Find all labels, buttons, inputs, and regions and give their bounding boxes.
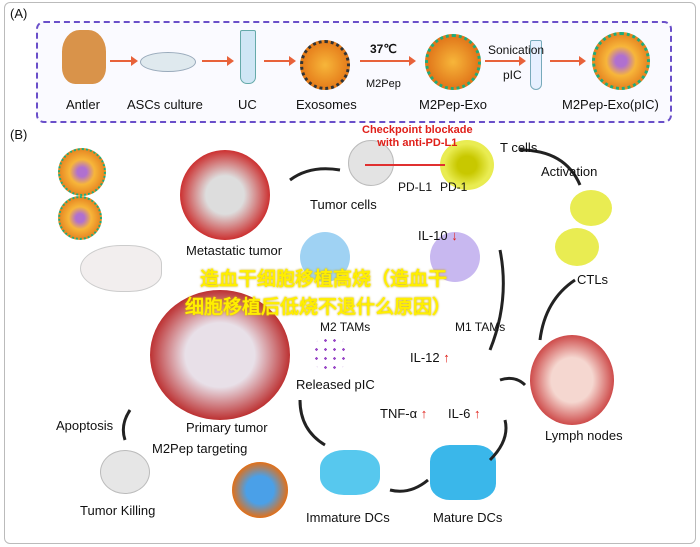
mature-dcs-label: Mature DCs <box>433 510 503 525</box>
t-cells-label: T cells <box>500 140 538 155</box>
m1-tam-icon <box>430 232 480 282</box>
step-label: M2Pep-Exo(pIC) <box>562 97 659 112</box>
arrow-icon <box>298 399 326 447</box>
m2-tams-label: M2 TAMs <box>320 320 371 334</box>
primary-tumor-label: Primary tumor <box>186 420 268 435</box>
arrow-icon <box>550 56 586 66</box>
m2pep-exo-pic-icon <box>592 32 650 90</box>
pic-label: pIC <box>503 68 522 82</box>
il10-label: IL-10 ↓ <box>418 228 458 243</box>
targeting-nanoparticle-icon <box>232 462 288 518</box>
mouse-icon <box>80 245 162 292</box>
up-arrow-icon: ↑ <box>474 406 481 421</box>
overlay-title-line1: 造血干细胞移植高烧（造血干 <box>200 269 448 290</box>
il12-label: IL-12 ↑ <box>410 350 450 365</box>
tnf-label: TNF-α ↑ <box>380 406 427 421</box>
figure-border <box>4 2 696 544</box>
arrow-icon <box>110 56 138 66</box>
ctl-icon <box>555 228 599 266</box>
overlay-title-line2: 细胞移植后低烧不退什么原因） <box>185 297 452 318</box>
tube-icon <box>240 30 256 84</box>
step-label: Antler <box>66 97 100 112</box>
panel-b-label: (B) <box>10 127 28 142</box>
arrow-icon <box>485 56 526 66</box>
step-label: M2Pep-Exo <box>419 97 487 112</box>
checkpoint-label: Checkpoint blockade with anti-PD-L1 <box>362 124 473 149</box>
metastatic-tumor-icon <box>180 150 270 240</box>
primary-tumor-icon <box>150 290 290 420</box>
activation-label: Activation <box>541 164 598 179</box>
sonication-tube-icon <box>530 40 542 90</box>
deer-icon <box>62 30 106 84</box>
ctls-label: CTLs <box>577 272 609 287</box>
pic-particles-icon <box>312 336 348 372</box>
up-arrow-icon: ↑ <box>420 406 428 421</box>
arrow-icon <box>499 376 527 387</box>
step-label: Exosomes <box>296 97 357 112</box>
dead-tumor-cell-icon <box>100 450 150 494</box>
arrow-icon <box>202 56 234 66</box>
exosome-icon <box>300 40 350 90</box>
arrow-icon <box>488 249 505 351</box>
temperature-label: 37℃ <box>370 42 397 56</box>
apoptosis-label: Apoptosis <box>56 418 114 433</box>
sonication-label: Sonication <box>488 43 545 57</box>
lymph-nodes-label: Lymph nodes <box>545 428 623 443</box>
m1-tams-label: M1 TAMs <box>455 320 506 334</box>
pd-l1-label: PD-L1 <box>398 180 433 194</box>
il10-text: IL-10 <box>418 228 448 243</box>
nanoparticle-icon <box>58 196 102 240</box>
arrow-icon <box>360 56 416 66</box>
immature-dcs-label: Immature DCs <box>306 510 390 525</box>
tumor-cell-icon <box>348 140 394 186</box>
tumor-cells-label: Tumor cells <box>310 197 377 212</box>
petri-dish-icon <box>140 52 196 72</box>
m2-tam-icon <box>300 232 350 282</box>
t-cell-icon <box>440 140 494 190</box>
mature-dc-icon <box>430 445 496 500</box>
step-label: ASCs culture <box>127 97 203 112</box>
up-arrow-icon: ↑ <box>443 350 450 365</box>
arrow-icon <box>289 167 341 182</box>
arrow-icon <box>264 56 296 66</box>
il6-label: IL-6 ↑ <box>448 406 481 421</box>
il12-text: IL-12 <box>410 350 440 365</box>
peptide-label: M2Pep <box>366 78 401 90</box>
down-arrow-icon: ↓ <box>451 228 458 243</box>
arrow-icon <box>121 409 132 441</box>
m2pep-exo-icon <box>425 34 481 90</box>
tumor-killing-label: Tumor Killing <box>80 503 156 518</box>
tnf-text: TNF-α <box>380 406 418 421</box>
il6-text: IL-6 <box>448 406 471 421</box>
pd-1-label: PD-1 <box>440 180 468 194</box>
metastatic-tumor-label: Metastatic tumor <box>186 243 283 258</box>
arrow-icon <box>389 478 429 493</box>
arrow-icon <box>538 278 576 341</box>
nanoparticle-icon <box>58 148 106 196</box>
immature-dc-icon <box>320 450 380 495</box>
panel-a-label: (A) <box>10 6 28 21</box>
ctl-icon <box>570 190 612 226</box>
step-label: UC <box>238 97 257 112</box>
panel-a-frame <box>36 21 672 123</box>
m2pep-targeting-label: M2Pep targeting <box>152 441 248 456</box>
lymph-node-icon <box>530 335 614 425</box>
arrow-icon <box>519 148 582 186</box>
arrow-icon <box>488 419 508 462</box>
released-pic-label: Released pIC <box>296 377 375 392</box>
